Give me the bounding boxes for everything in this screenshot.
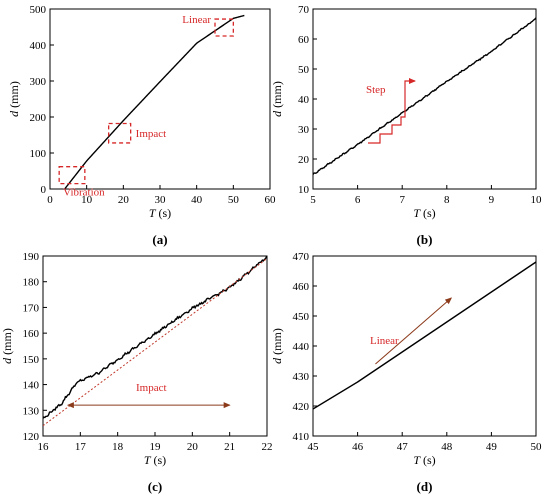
x-tick-label: 10 xyxy=(81,194,93,206)
x-tick-label: 45 xyxy=(308,441,320,453)
annotation-label: Step xyxy=(366,84,386,96)
x-tick-label: 40 xyxy=(191,194,203,206)
y-tick-label: 300 xyxy=(30,76,47,88)
linear-arrow xyxy=(375,297,453,365)
x-tick-label: 47 xyxy=(397,441,409,453)
y-tick-label: 470 xyxy=(293,251,310,263)
annotation-label: Linear xyxy=(182,14,211,26)
y-tick-label: 430 xyxy=(293,371,310,383)
y-tick-label: 30 xyxy=(298,124,310,136)
y-tick-label: 440 xyxy=(293,341,310,353)
y-tick-label: 460 xyxy=(293,281,310,293)
x-axis-label: T (s) xyxy=(149,206,171,220)
panel-label: (d) xyxy=(417,479,433,494)
annotation-label: Vibration xyxy=(63,187,105,199)
plot-frame xyxy=(49,8,271,190)
x-tick-label: 20 xyxy=(118,194,130,206)
y-tick-label: 200 xyxy=(30,112,47,124)
data-series-line xyxy=(313,17,536,175)
y-tick-label: 160 xyxy=(23,328,40,340)
plot-frame xyxy=(42,255,268,437)
x-tick-label: 8 xyxy=(444,194,450,206)
chart-panel-3: 16 17 18 19 20 21 22 120 130 140 150 160 170 180 190 T … xyxy=(0,251,273,494)
x-tick-label: 46 xyxy=(352,441,364,453)
x-tick-label: 50 xyxy=(531,441,543,453)
y-axis-label: d (mm) xyxy=(0,328,14,364)
y-tick-label: 410 xyxy=(293,431,310,443)
y-tick-label: 20 xyxy=(298,154,310,166)
y-tick-label: 140 xyxy=(23,380,40,392)
y-axis-label: d (mm) xyxy=(270,81,284,117)
y-tick-label: 40 xyxy=(298,94,310,106)
x-axis-label: T (s) xyxy=(144,453,166,467)
annotation-box xyxy=(214,18,234,37)
x-tick-label: 7 xyxy=(399,194,405,206)
x-tick-label: 48 xyxy=(441,441,453,453)
y-tick-label: 420 xyxy=(293,401,310,413)
x-tick-label: 5 xyxy=(310,194,316,206)
y-tick-label: 60 xyxy=(298,34,310,46)
annotation-label: Impact xyxy=(136,128,167,140)
data-series-line xyxy=(64,14,245,189)
chart-panel-2: 5 6 7 8 9 10 10 20 30 40 50 60 70 T (s) d (mm) (b) Step xyxy=(270,4,542,247)
y-tick-label: 50 xyxy=(298,64,310,76)
x-axis-label: T (s) xyxy=(413,206,435,220)
x-tick-label: 19 xyxy=(150,441,162,453)
x-tick-label: 20 xyxy=(187,441,199,453)
panel-label: (a) xyxy=(152,232,167,247)
x-tick-label: 17 xyxy=(75,441,87,453)
panel-label: (b) xyxy=(417,232,433,247)
x-tick-label: 0 xyxy=(47,194,53,206)
panel-label: (c) xyxy=(148,479,162,494)
x-tick-label: 10 xyxy=(531,194,543,206)
x-tick-label: 21 xyxy=(224,441,235,453)
chart-panel-1: 0 10 20 30 40 50 60 0 100 200 300 400 500 T (s) d (mm)… xyxy=(7,4,276,247)
y-tick-label: 100 xyxy=(30,148,47,160)
chart-panel-4: 45 46 47 48 49 50 410 420 430 440 450 460 470 T (s) d … xyxy=(270,251,542,494)
y-tick-label: 500 xyxy=(30,4,47,16)
step-arrow xyxy=(368,78,416,144)
plot-frame xyxy=(312,255,537,437)
annotation-label: Impact xyxy=(136,382,167,394)
y-axis-label: d (mm) xyxy=(270,328,284,364)
annotation-box xyxy=(108,122,132,144)
reference-line xyxy=(43,258,267,427)
x-tick-label: 22 xyxy=(262,441,273,453)
x-tick-label: 18 xyxy=(112,441,124,453)
y-tick-label: 10 xyxy=(298,184,310,196)
x-tick-label: 49 xyxy=(486,441,498,453)
y-tick-label: 170 xyxy=(23,302,40,314)
y-tick-label: 130 xyxy=(23,405,40,417)
x-axis-label: T (s) xyxy=(413,453,435,467)
y-tick-label: 180 xyxy=(23,277,40,289)
plot-frame xyxy=(312,8,537,190)
y-axis-label: d (mm) xyxy=(7,81,21,117)
x-tick-label: 9 xyxy=(489,194,495,206)
y-tick-label: 190 xyxy=(23,251,40,263)
y-tick-label: 450 xyxy=(293,311,310,323)
x-tick-label: 50 xyxy=(228,194,240,206)
y-tick-label: 400 xyxy=(30,40,47,52)
y-tick-label: 150 xyxy=(23,354,40,366)
x-tick-label: 16 xyxy=(38,441,50,453)
y-tick-label: 120 xyxy=(23,431,40,443)
x-tick-label: 60 xyxy=(265,194,277,206)
x-tick-label: 6 xyxy=(355,194,361,206)
y-tick-label: 70 xyxy=(298,4,310,16)
annotation-label: Linear xyxy=(370,335,399,347)
y-tick-label: 0 xyxy=(41,184,47,196)
data-series-line xyxy=(313,261,536,410)
x-tick-label: 30 xyxy=(155,194,167,206)
